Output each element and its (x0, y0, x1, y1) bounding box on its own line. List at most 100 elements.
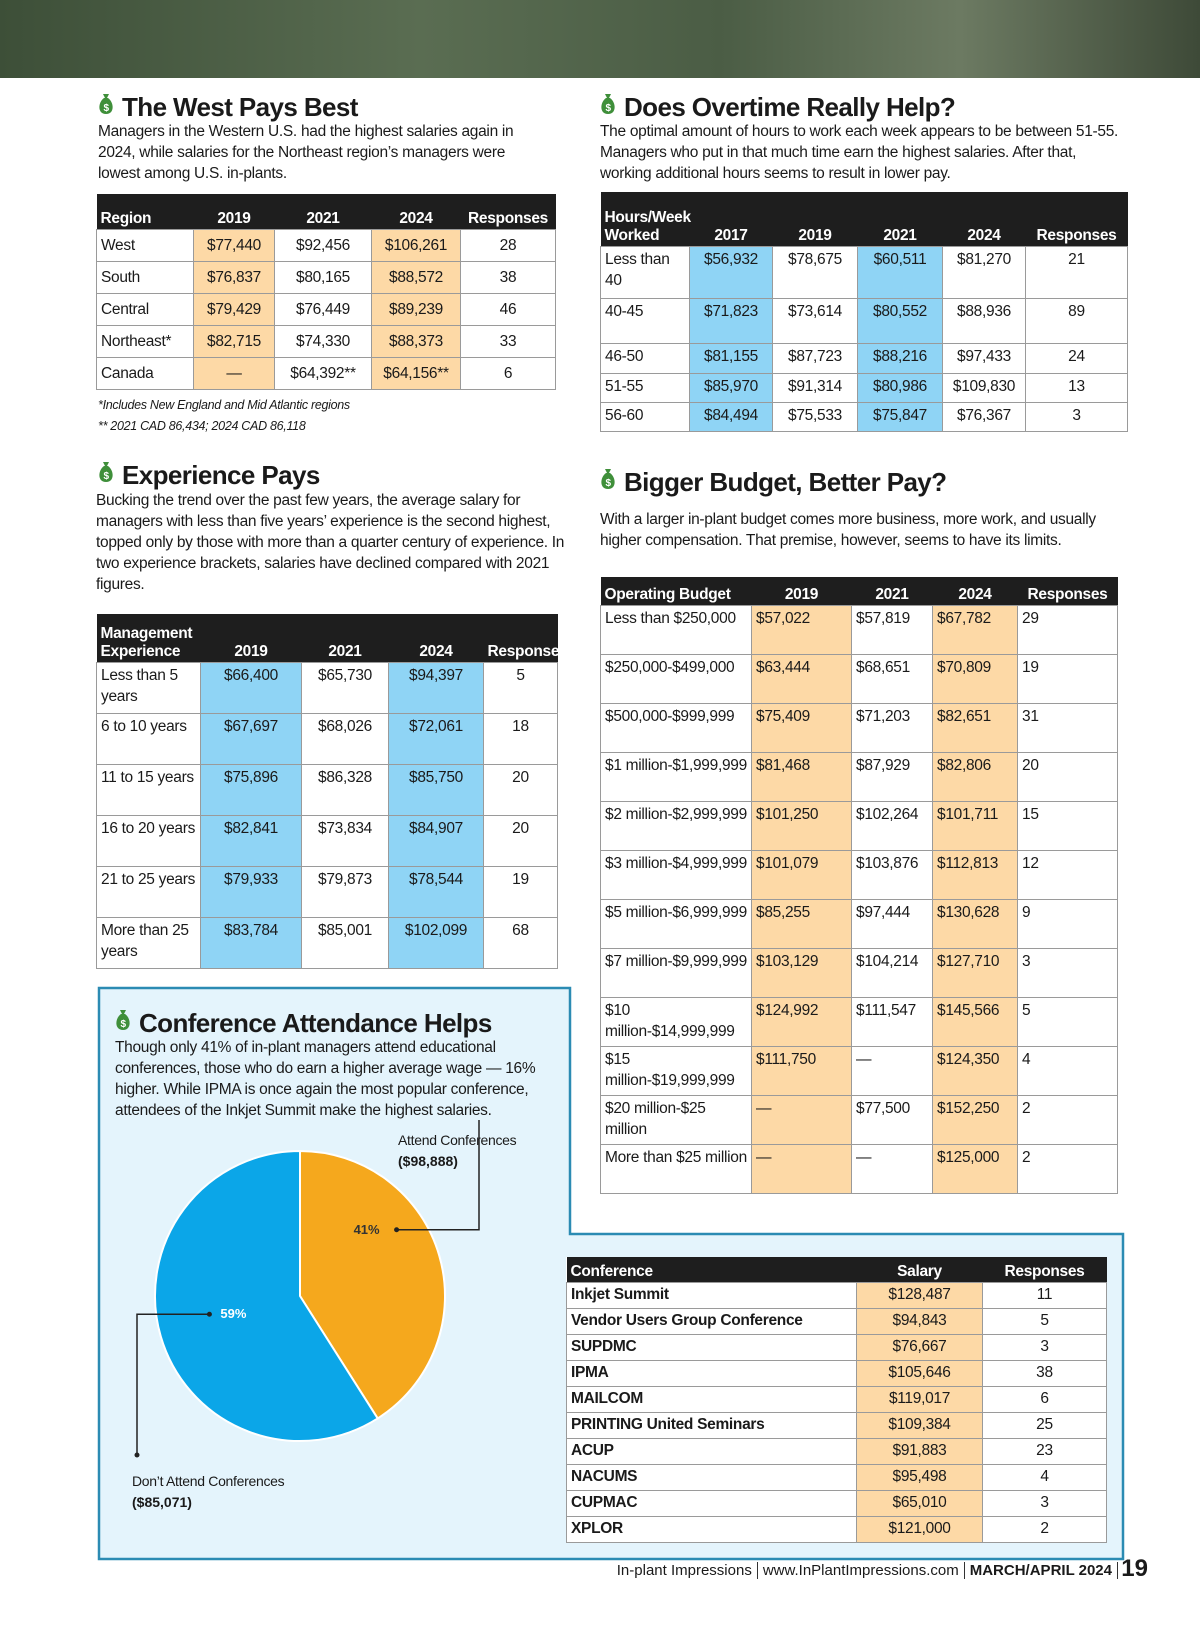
header-cell: 2024 (932, 577, 1018, 605)
row: $3 million-$4,999,999 $101,079 $103,876 $11… (600, 849, 1118, 900)
callout-line (136, 1313, 210, 1455)
cell: $72,061 (388, 712, 484, 765)
overtime-text: The optimal amount of hours to work each… (600, 123, 1119, 182)
row: CUPMAC $65,010 3 (566, 1489, 1107, 1517)
cell: $119,017 (856, 1385, 983, 1413)
header-cell: 2019 (200, 614, 302, 662)
icon: $ (96, 460, 116, 491)
row: $250,000-$499,000 $63,444 $68,651 $70,809 19 (600, 653, 1118, 704)
row: Canada — $64,392** $64,156** 6 (96, 356, 556, 390)
icon: $ (96, 92, 116, 123)
cell: $68,651 (851, 653, 933, 704)
cell: $81,155 (689, 342, 773, 374)
callout-line (396, 1120, 480, 1231)
cell: 25 (982, 1411, 1107, 1439)
title-text: The West Pays Best (122, 92, 358, 122)
west-footnote: ** 2021 CAD 86,434; 2024 CAD 86,118 (98, 419, 306, 433)
cell: Less than $250,000 (600, 604, 752, 655)
header-photo (0, 0, 1200, 78)
cell: $84,907 (388, 814, 484, 867)
budget-title: $ Bigger Budget, Better Pay? (598, 467, 947, 498)
cell: 16 to 20 years (96, 814, 201, 867)
cell: 9 (1017, 898, 1118, 949)
cell: $77,440 (193, 228, 275, 262)
cell: $65,730 (301, 661, 389, 714)
cell: $102,099 (388, 916, 484, 969)
cell: 33 (460, 324, 556, 358)
cell: $1 million-$1,999,999 (600, 751, 752, 802)
cell: $121,000 (856, 1515, 983, 1543)
page-number: 19 (1121, 1555, 1148, 1582)
icon: $ (113, 1008, 133, 1039)
cell: ACUP (566, 1437, 857, 1465)
cell: Central (96, 292, 194, 326)
cell: $111,750 (751, 1045, 852, 1096)
cell: $82,841 (200, 814, 302, 867)
cell: $5 million-$6,999,999 (600, 898, 752, 949)
row: 21 to 25 years $79,933 $79,873 $78,544 19 (96, 865, 558, 918)
cell: $75,409 (751, 702, 852, 753)
cell: $91,883 (856, 1437, 983, 1465)
cell: $152,250 (932, 1094, 1018, 1145)
cell: $127,710 (932, 947, 1018, 998)
cell: $77,500 (851, 1094, 933, 1145)
row: More than 25 years $83,784 $85,001 $102,099… (96, 916, 558, 969)
conference-table: Conference Salary Responses Inkjet Summit $1… (566, 1257, 1107, 1543)
title-text: Bigger Budget, Better Pay? (624, 467, 947, 497)
cell: $7 million-$9,999,999 (600, 947, 752, 998)
cell: $84,494 (689, 401, 773, 432)
row: More than $25 million — — $125,000 2 (600, 1143, 1118, 1194)
cell: $97,444 (851, 898, 933, 949)
cell: $79,429 (193, 292, 275, 326)
callout-amount: ($98,888) (398, 1153, 458, 1169)
header-cell: 2017 (689, 192, 773, 246)
header-cell: 2019 (193, 194, 275, 229)
cell: $85,001 (301, 916, 389, 969)
header-cell: Responses (1017, 577, 1118, 605)
header-row: Conference Salary Responses (566, 1257, 1107, 1282)
header-cell: 2019 (772, 192, 858, 246)
row: Inkjet Summit $128,487 11 (566, 1281, 1107, 1309)
cell: $97,433 (942, 342, 1026, 374)
cell: $109,830 (942, 372, 1026, 403)
cell: $15 million-$19,999,999 (600, 1045, 752, 1096)
cell: 11 (982, 1281, 1107, 1309)
row: $1 million-$1,999,999 $81,468 $87,929 $82,8… (600, 751, 1118, 802)
experience-table: Management Experience 2019 2021 2024 Respons… (96, 614, 568, 969)
conference-text: Though only 41% of in-plant managers att… (115, 1039, 536, 1119)
cell: $66,400 (200, 661, 302, 714)
header-cell: Conference (566, 1257, 857, 1282)
row: IPMA $105,646 38 (566, 1359, 1107, 1387)
row: $15 million-$19,999,999 $111,750— $124,350… (600, 1045, 1118, 1096)
cell: $78,544 (388, 865, 484, 918)
cell: $71,823 (689, 297, 773, 344)
row: 11 to 15 years $75,896 $86,328 $85,750 20 (96, 763, 558, 816)
cell: 21 to 25 years (96, 865, 201, 918)
cell: $65,010 (856, 1489, 983, 1517)
svg-text:$: $ (606, 103, 612, 114)
cell: $88,373 (371, 324, 461, 358)
cell: $500,000-$999,999 (600, 702, 752, 753)
cell: $76,837 (193, 260, 275, 294)
row: SUPDMC $76,667 3 (566, 1333, 1107, 1361)
website: www.InPlantImpressions.com (758, 1562, 965, 1579)
cell: 29 (1017, 604, 1118, 655)
cell: $85,970 (689, 372, 773, 403)
experience-text: Bucking the trend over the past few year… (96, 492, 565, 593)
title-text: Does Overtime Really Help? (624, 92, 956, 122)
cell: $88,936 (942, 297, 1026, 344)
cell: $94,843 (856, 1307, 983, 1335)
cell: $78,675 (772, 245, 858, 299)
cell: $112,813 (932, 849, 1018, 900)
cell: $64,392** (274, 356, 372, 390)
budget-text: With a larger in-plant budget comes more… (600, 511, 1096, 549)
cell: $80,165 (274, 260, 372, 294)
cell: $111,547 (851, 996, 933, 1047)
row: Less than 40 $56,932 $78,675 $60,511 $81,270… (600, 245, 1128, 299)
header-cell: Responses (483, 614, 568, 662)
cell: $92,456 (274, 228, 372, 262)
cell: $76,449 (274, 292, 372, 326)
overtime-table: Hours/Week Worked 2017 2019 2021 2024 Respons… (600, 192, 1128, 432)
cell: $128,487 (856, 1281, 983, 1309)
cell: $82,715 (193, 324, 275, 358)
